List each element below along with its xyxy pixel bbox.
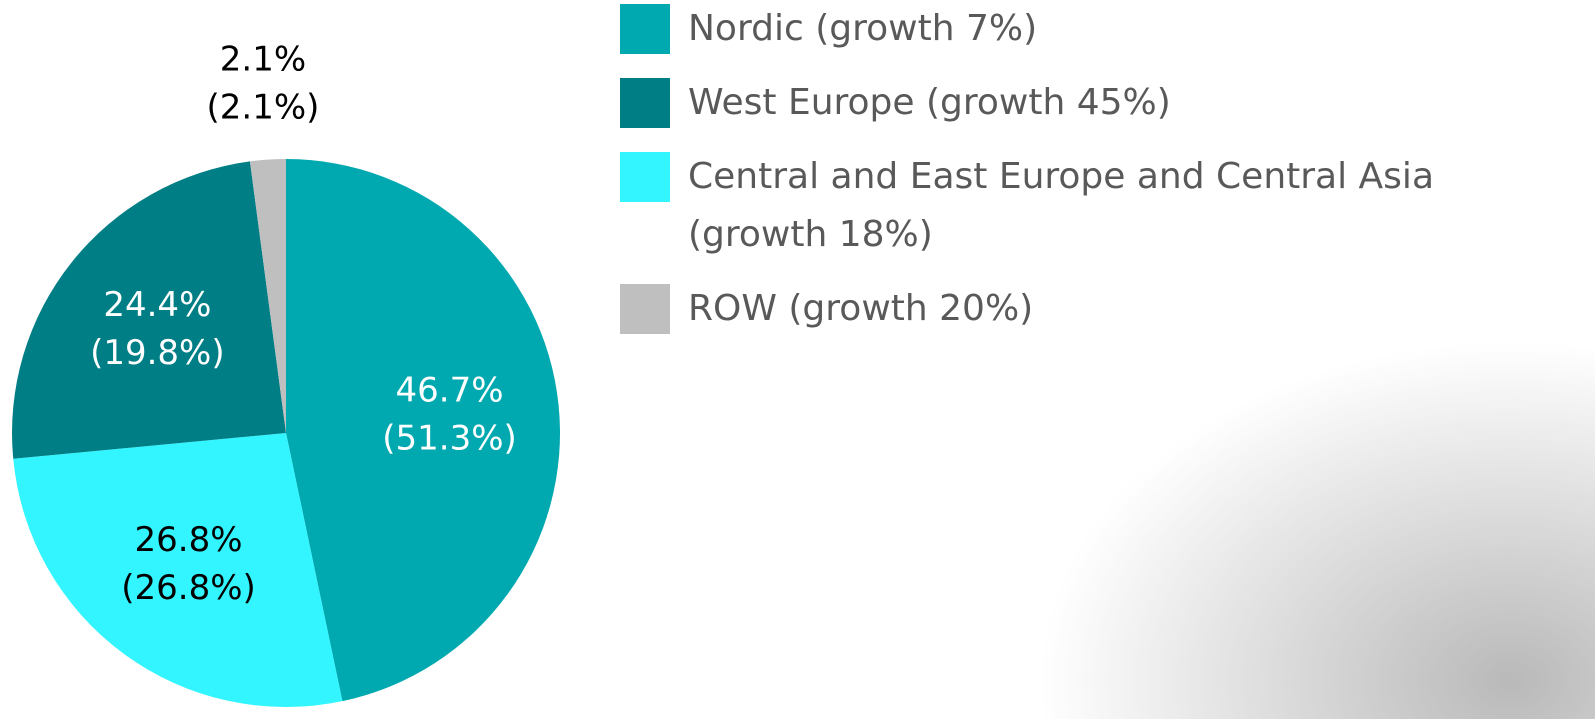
comparison-label: (2.1%) bbox=[207, 87, 320, 127]
legend-label: Central and East Europe and Central Asia… bbox=[688, 148, 1568, 264]
legend-swatch bbox=[620, 78, 670, 128]
legend-item: ROW (growth 20%) bbox=[620, 280, 1580, 338]
comparison-label: (19.8%) bbox=[90, 333, 225, 373]
background-image bbox=[1035, 339, 1595, 719]
legend-swatch bbox=[620, 152, 670, 202]
legend-label: Nordic (growth 7%) bbox=[688, 0, 1568, 58]
legend-swatch bbox=[620, 284, 670, 334]
legend-item: Nordic (growth 7%) bbox=[620, 0, 1580, 58]
legend: Nordic (growth 7%) West Europe (growth 45… bbox=[620, 0, 1580, 354]
data-label: 26.8% bbox=[135, 520, 243, 560]
data-label: 24.4% bbox=[103, 285, 211, 325]
legend-swatch bbox=[620, 4, 670, 54]
comparison-label: (51.3%) bbox=[382, 418, 517, 458]
page: {"chart_data": {"type": "pie", "values":… bbox=[0, 0, 1595, 719]
legend-label: West Europe (growth 45%) bbox=[688, 74, 1568, 132]
legend-item: West Europe (growth 45%) bbox=[620, 74, 1580, 132]
data-label: 46.7% bbox=[396, 370, 504, 410]
comparison-label: (26.8%) bbox=[121, 568, 256, 608]
pie-chart: 46.7% (51.3%) 26.8% (26.8%) 24.4% (19.8%) 2.1%… bbox=[0, 0, 600, 719]
legend-label: ROW (growth 20%) bbox=[688, 280, 1568, 338]
data-label: 2.1% bbox=[220, 39, 306, 79]
legend-item: Central and East Europe and Central Asia… bbox=[620, 148, 1580, 264]
